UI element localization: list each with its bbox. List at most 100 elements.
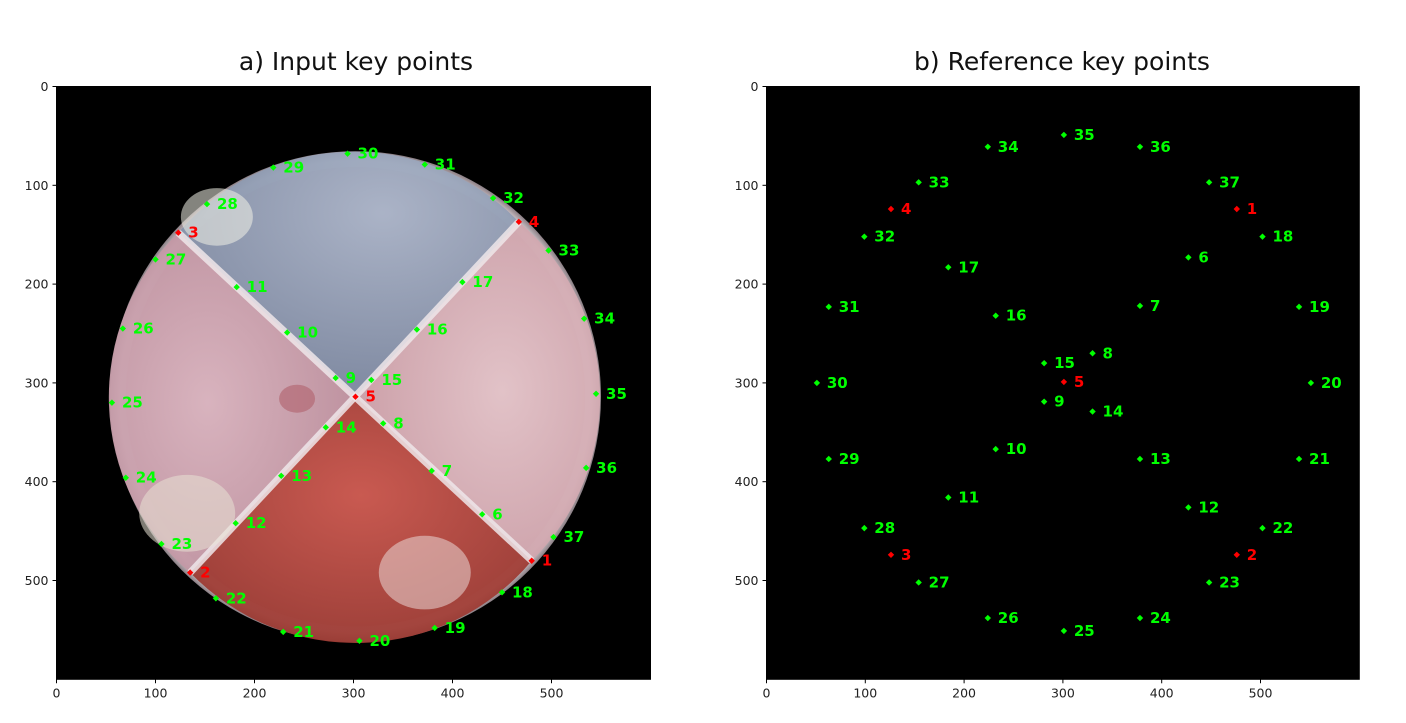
keypoint-marker-13 xyxy=(278,472,285,479)
y-tick-label: 500 xyxy=(25,573,49,588)
keypoint-label-27: 27 xyxy=(166,250,187,268)
keypoint-label-32: 32 xyxy=(503,189,524,207)
keypoint-label-10: 10 xyxy=(1006,440,1027,458)
keypoint-label-31: 31 xyxy=(839,298,860,316)
keypoint-marker-8 xyxy=(380,420,387,427)
keypoint-label-16: 16 xyxy=(1006,307,1027,325)
keypoint-marker-34 xyxy=(984,143,992,150)
keypoint-label-35: 35 xyxy=(1074,126,1095,144)
keypoint-label-8: 8 xyxy=(1103,344,1113,362)
keypoint-label-36: 36 xyxy=(1150,138,1171,156)
keypoint-label-28: 28 xyxy=(874,519,895,537)
keypoint-marker-32 xyxy=(861,233,868,240)
keypoint-marker-4 xyxy=(515,218,523,226)
keypoint-marker-17 xyxy=(945,264,952,271)
keypoint-marker-6 xyxy=(1185,254,1192,261)
keypoint-label-31: 31 xyxy=(435,156,456,174)
keypoint-marker-31 xyxy=(825,303,832,311)
keypoint-label-37: 37 xyxy=(1219,173,1240,191)
x-tick-label: 200 xyxy=(243,685,267,700)
keypoint-label-5: 5 xyxy=(1074,373,1084,391)
keypoint-label-26: 26 xyxy=(998,609,1019,627)
keypoints: 1234567891011121314151617181920212223242… xyxy=(813,126,1342,640)
keypoint-label-14: 14 xyxy=(1103,403,1124,421)
keypoint-label-23: 23 xyxy=(171,535,192,553)
keypoint-label-4: 4 xyxy=(901,200,911,218)
keypoint-marker-22 xyxy=(212,595,220,602)
keypoint-label-7: 7 xyxy=(1150,297,1160,315)
keypoint-label-29: 29 xyxy=(283,159,304,177)
keypoint-marker-18 xyxy=(1259,233,1266,240)
keypoint-label-18: 18 xyxy=(1272,228,1293,246)
colony-patch xyxy=(378,535,471,610)
keypoint-marker-7 xyxy=(428,467,435,475)
keypoint-label-3: 3 xyxy=(188,224,198,242)
x-tick-label: 100 xyxy=(144,685,168,700)
keypoint-marker-9 xyxy=(1040,398,1048,405)
keypoint-marker-23 xyxy=(1205,579,1213,586)
keypoint-label-12: 12 xyxy=(1198,498,1219,516)
keypoint-marker-1 xyxy=(528,557,535,564)
keypoint-marker-14 xyxy=(322,424,329,431)
keypoint-marker-28 xyxy=(861,524,868,532)
keypoint-label-15: 15 xyxy=(1054,354,1075,372)
keypoint-label-9: 9 xyxy=(1054,393,1064,411)
keypoint-label-17: 17 xyxy=(472,273,493,291)
colony-spot xyxy=(279,384,316,413)
y-tick-label: 500 xyxy=(735,573,759,588)
keypoint-marker-32 xyxy=(489,194,497,202)
y-tick-label: 300 xyxy=(25,375,49,390)
x-tick-label: 500 xyxy=(540,685,564,700)
y-tick-label: 200 xyxy=(735,277,759,292)
keypoint-marker-27 xyxy=(152,256,159,263)
keypoint-label-3: 3 xyxy=(901,546,911,564)
keypoint-label-26: 26 xyxy=(133,320,154,338)
keypoint-marker-10 xyxy=(283,329,291,336)
keypoint-label-1: 1 xyxy=(542,552,552,570)
x-tick-label: 400 xyxy=(441,685,465,700)
keypoint-marker-3 xyxy=(887,551,895,559)
keypoint-marker-13 xyxy=(1136,455,1144,463)
keypoint-label-30: 30 xyxy=(358,145,379,163)
keypoint-marker-20 xyxy=(356,637,363,644)
keypoint-marker-5 xyxy=(1060,378,1068,386)
keypoint-marker-19 xyxy=(1295,303,1303,311)
keypoint-marker-23 xyxy=(158,540,165,548)
y-tick-label: 0 xyxy=(41,79,49,94)
keypoint-marker-1 xyxy=(1233,205,1240,213)
x-tick-label: 100 xyxy=(853,685,877,700)
keypoint-marker-4 xyxy=(887,205,895,213)
keypoint-marker-34 xyxy=(580,315,588,322)
keypoint-label-6: 6 xyxy=(1198,248,1208,266)
keypoint-marker-36 xyxy=(1136,143,1144,150)
x-tick-label: 300 xyxy=(342,685,366,700)
keypoint-label-14: 14 xyxy=(336,418,357,436)
keypoint-label-24: 24 xyxy=(136,469,157,487)
panel-reference-key-points: b) Reference key points 0 100 200 300 400 500… xyxy=(735,47,1360,700)
keypoint-marker-33 xyxy=(545,247,552,254)
keypoint-marker-22 xyxy=(1259,524,1266,532)
keypoint-marker-5 xyxy=(352,393,359,400)
keypoint-marker-31 xyxy=(421,161,428,168)
keypoint-marker-30 xyxy=(813,379,821,387)
y-tick-label: 100 xyxy=(735,178,759,193)
keypoint-marker-26 xyxy=(984,614,992,622)
quadrant-top xyxy=(178,151,519,397)
keypoint-marker-9 xyxy=(332,374,339,382)
keypoint-label-9: 9 xyxy=(346,369,356,387)
keypoint-marker-26 xyxy=(119,325,127,332)
keypoint-label-34: 34 xyxy=(998,138,1019,156)
keypoint-marker-25 xyxy=(1060,627,1068,635)
x-tick-label: 500 xyxy=(1249,685,1273,700)
keypoint-marker-37 xyxy=(1205,179,1213,186)
keypoint-label-21: 21 xyxy=(293,623,314,641)
x-tick-label: 300 xyxy=(1051,685,1075,700)
keypoint-label-32: 32 xyxy=(874,228,895,246)
keypoint-label-8: 8 xyxy=(393,414,403,432)
keypoint-marker-36 xyxy=(582,464,590,472)
keypoint-label-11: 11 xyxy=(247,278,268,296)
keypoint-marker-35 xyxy=(592,390,600,397)
chart-title: b) Reference key points xyxy=(914,47,1210,76)
keypoint-label-34: 34 xyxy=(594,310,615,328)
keypoint-label-1: 1 xyxy=(1247,200,1257,218)
